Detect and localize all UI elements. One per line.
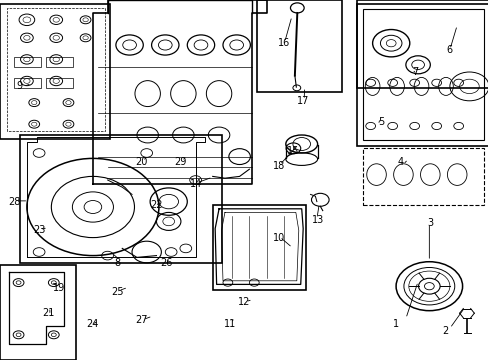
Text: 9: 9 bbox=[17, 81, 22, 91]
Text: 16: 16 bbox=[277, 38, 289, 48]
Bar bbox=[14, 78, 41, 88]
Text: 28: 28 bbox=[8, 197, 21, 207]
Bar bbox=[362, 9, 483, 140]
Text: 20: 20 bbox=[135, 157, 148, 167]
Text: 24: 24 bbox=[86, 319, 99, 329]
Text: 4: 4 bbox=[397, 157, 403, 167]
Text: 29: 29 bbox=[174, 157, 187, 167]
Text: 8: 8 bbox=[114, 258, 120, 268]
Text: 26: 26 bbox=[160, 258, 172, 268]
Text: 23: 23 bbox=[33, 225, 45, 235]
Text: 11: 11 bbox=[223, 319, 236, 329]
Text: 17: 17 bbox=[296, 96, 309, 106]
Text: 21: 21 bbox=[42, 308, 55, 318]
Text: 19: 19 bbox=[52, 283, 65, 293]
Text: 6: 6 bbox=[446, 45, 452, 55]
Text: 3: 3 bbox=[427, 218, 432, 228]
Bar bbox=[256, 0, 342, 92]
Text: 5: 5 bbox=[378, 117, 384, 127]
Text: 25: 25 bbox=[111, 287, 123, 297]
Bar bbox=[0, 4, 110, 139]
Text: 2: 2 bbox=[441, 326, 447, 336]
Bar bbox=[212, 205, 305, 290]
Text: 12: 12 bbox=[238, 297, 250, 307]
Bar bbox=[20, 135, 222, 263]
Text: 10: 10 bbox=[272, 233, 285, 243]
Bar bbox=[46, 57, 73, 67]
Bar bbox=[362, 148, 483, 205]
Text: 1: 1 bbox=[392, 319, 398, 329]
Bar bbox=[356, 0, 488, 88]
Text: 15: 15 bbox=[286, 146, 299, 156]
Text: 13: 13 bbox=[311, 215, 324, 225]
Text: 18: 18 bbox=[272, 161, 285, 171]
Bar bbox=[0, 265, 76, 360]
Bar bbox=[46, 78, 73, 88]
Bar bbox=[14, 57, 41, 67]
Text: 7: 7 bbox=[412, 67, 418, 77]
Text: 27: 27 bbox=[135, 315, 148, 325]
Bar bbox=[356, 4, 488, 146]
Text: 22: 22 bbox=[150, 200, 163, 210]
Text: 14: 14 bbox=[189, 179, 202, 189]
